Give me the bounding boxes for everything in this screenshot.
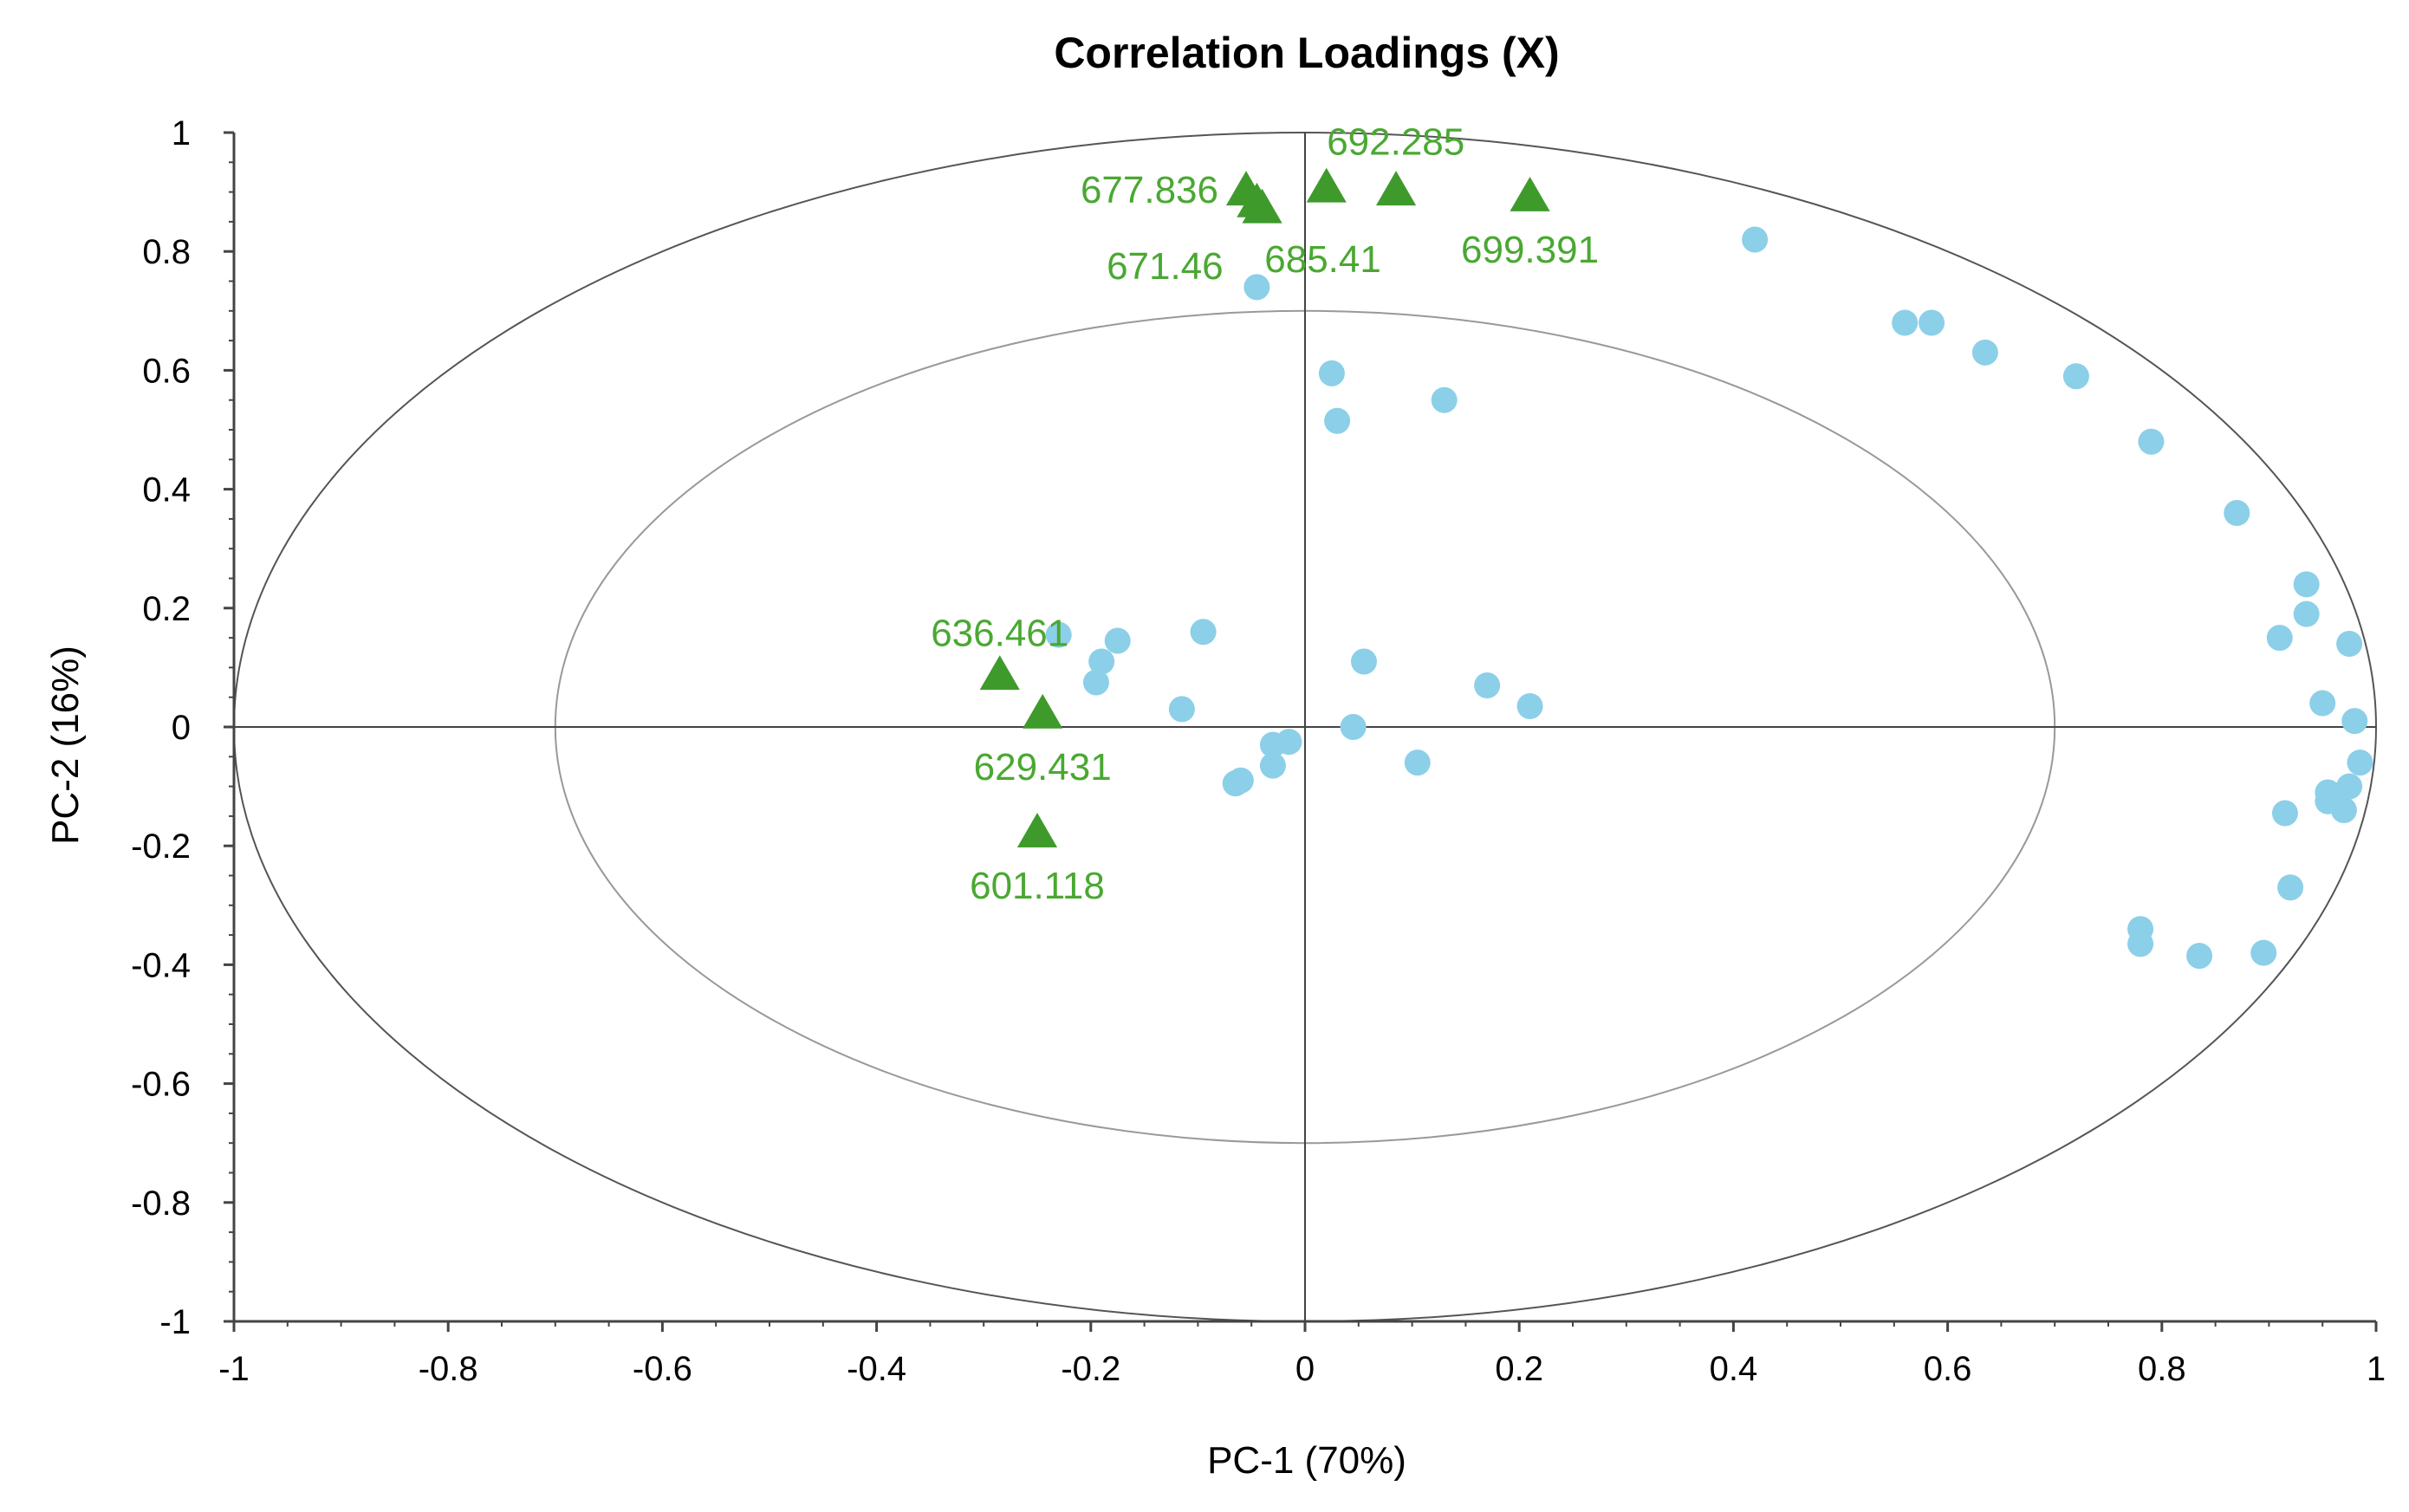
data-point — [1324, 407, 1351, 434]
y-tick-label: 0 — [172, 709, 191, 747]
data-point — [1431, 386, 1458, 413]
y-tick-label: 0.6 — [142, 352, 191, 390]
data-point — [2309, 690, 2336, 717]
data-point — [1318, 360, 1345, 386]
data-point — [2293, 600, 2320, 627]
data-point — [2138, 428, 2165, 455]
data-point — [1045, 621, 1072, 648]
marker-label: 692.285 — [1327, 121, 1464, 164]
data-point — [1243, 274, 1270, 301]
data-point — [1190, 619, 1217, 646]
data-point — [2293, 571, 2320, 598]
data-point — [1340, 714, 1367, 740]
data-point — [1350, 648, 1377, 675]
data-point — [2127, 931, 2154, 957]
y-tick-label: -0.4 — [131, 946, 191, 984]
marker-label: 685.41 — [1264, 238, 1381, 281]
x-axis-label: PC-1 (70%) — [1207, 1439, 1406, 1482]
x-tick-label: -0.4 — [847, 1350, 906, 1388]
marker-label: 699.391 — [1461, 229, 1599, 271]
data-point — [1971, 339, 1998, 366]
x-tick-label: 0 — [1295, 1350, 1315, 1388]
data-point — [2330, 797, 2357, 824]
x-tick-label: 1 — [2367, 1350, 2386, 1388]
y-tick-label: 0.4 — [142, 471, 191, 509]
x-tick-label: -1 — [218, 1350, 250, 1388]
x-tick-label: -0.6 — [633, 1350, 692, 1388]
data-point — [2271, 800, 2298, 827]
chart-title: Correlation Loadings (X) — [1054, 29, 1559, 77]
data-point — [1082, 669, 1109, 696]
x-tick-label: 0.8 — [2138, 1350, 2186, 1388]
y-tick-label: -0.6 — [131, 1066, 191, 1104]
data-point — [2250, 939, 2277, 966]
data-point — [2266, 625, 2293, 652]
data-point — [2341, 708, 2368, 735]
axes: -1 -0.8 -0.6 -0.4 -0.2 0 0.2 0.4 0.6 0.8 1 1 0.8 0.6 0… — [131, 114, 2386, 1388]
y-tick-label: 1 — [172, 114, 191, 152]
marker-label: 671.46 — [1107, 245, 1224, 288]
y-axis-label: PC-2 (16%) — [44, 646, 87, 845]
data-point — [2186, 943, 2213, 970]
x-tick-label: 0.4 — [1710, 1350, 1758, 1388]
data-point — [2336, 630, 2363, 657]
x-tick-label: -0.8 — [419, 1350, 478, 1388]
data-point — [1892, 309, 1919, 336]
data-point — [2277, 874, 2304, 901]
triangle-marker — [1306, 167, 1347, 203]
x-tick-label: 0.2 — [1495, 1350, 1543, 1388]
data-point — [1088, 648, 1115, 675]
y-tick-label: -1 — [159, 1303, 191, 1341]
marker-label: 629.431 — [974, 746, 1112, 788]
y-tick-label: 0.8 — [142, 233, 191, 271]
y-tick-label: -0.2 — [131, 827, 191, 866]
triangle-marker — [1023, 693, 1063, 729]
triangle-marker — [1016, 813, 1058, 847]
marker-label: 601.118 — [970, 865, 1105, 907]
annotated-markers — [979, 167, 1550, 847]
marker-annotations: 677.836 671.46 685.41 692.285 699.391 636.461… — [931, 121, 1599, 907]
data-point — [1919, 309, 1945, 336]
data-point — [1104, 627, 1131, 654]
marker-label: 636.461 — [931, 612, 1068, 654]
data-point — [1168, 696, 1195, 723]
data-point — [1742, 226, 1769, 253]
y-tick-label: -0.8 — [131, 1184, 191, 1223]
center-crosshair — [234, 133, 2376, 1321]
data-point — [1404, 750, 1431, 776]
x-tick-label: -0.2 — [1061, 1350, 1120, 1388]
data-point — [2062, 363, 2089, 390]
data-point — [1259, 752, 1286, 779]
data-points — [1045, 226, 2373, 970]
triangle-marker — [1242, 188, 1282, 224]
y-tick-label: 0.2 — [142, 590, 191, 628]
triangle-marker — [1375, 171, 1417, 206]
data-point — [1222, 770, 1249, 797]
x-tick-label: 0.6 — [1924, 1350, 1972, 1388]
marker-label: 677.836 — [1081, 169, 1218, 211]
data-point — [1516, 692, 1543, 719]
data-point — [1259, 731, 1286, 758]
data-point — [1474, 672, 1501, 698]
data-point — [2224, 500, 2250, 527]
triangle-marker — [979, 655, 1020, 691]
triangle-marker — [1510, 177, 1550, 211]
data-point — [2347, 750, 2373, 776]
